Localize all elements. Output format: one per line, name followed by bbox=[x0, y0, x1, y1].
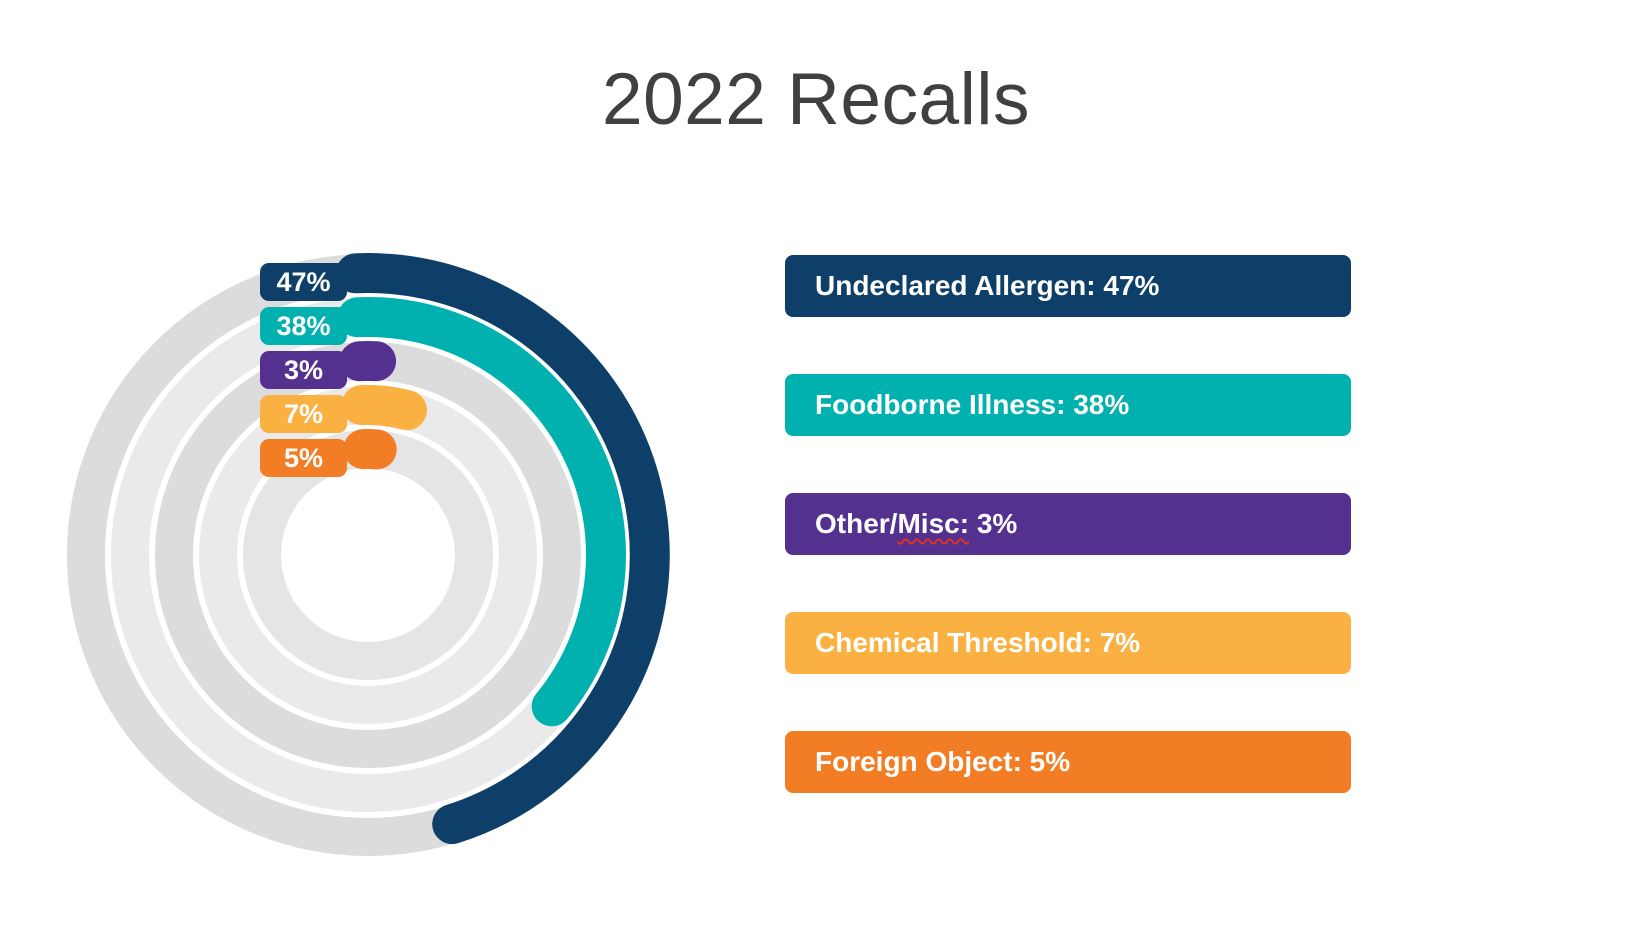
percentage-pill: 3% bbox=[260, 351, 347, 389]
page-title: 2022 Recalls bbox=[601, 59, 1031, 140]
legend-text: Chemical Threshold: 7% bbox=[815, 627, 1141, 658]
percentage-pill: 38% bbox=[260, 307, 347, 345]
legend-text: 3% bbox=[969, 508, 1018, 539]
percentage-pill: 7% bbox=[260, 395, 347, 433]
legend-bar: Undeclared Allergen: 47% bbox=[785, 255, 1351, 317]
value-arc bbox=[337, 296, 626, 727]
value-arc bbox=[341, 385, 427, 431]
gray-track-ring bbox=[243, 430, 493, 680]
legend-text: Undeclared Allergen: 47% bbox=[815, 270, 1160, 301]
legend-text-misspelled-word: Misc: bbox=[897, 508, 970, 539]
value-arc bbox=[335, 253, 670, 845]
legend-bar: Chemical Threshold: 7% bbox=[785, 612, 1351, 674]
legend-text: Foodborne Illness: 38% bbox=[815, 389, 1130, 420]
percentage-pill: 47% bbox=[260, 263, 347, 301]
legend-bar: Foodborne Illness: 38% bbox=[785, 374, 1351, 436]
percentage-pill: 5% bbox=[260, 439, 347, 477]
legend-bar: Foreign Object: 5% bbox=[785, 731, 1351, 793]
legend-bar: Other/Misc: 3% bbox=[785, 493, 1351, 555]
legend-text: Foreign Object: 5% bbox=[815, 746, 1071, 777]
radial-rings-chart bbox=[67, 253, 670, 856]
legend-text: Other/ bbox=[815, 508, 898, 539]
